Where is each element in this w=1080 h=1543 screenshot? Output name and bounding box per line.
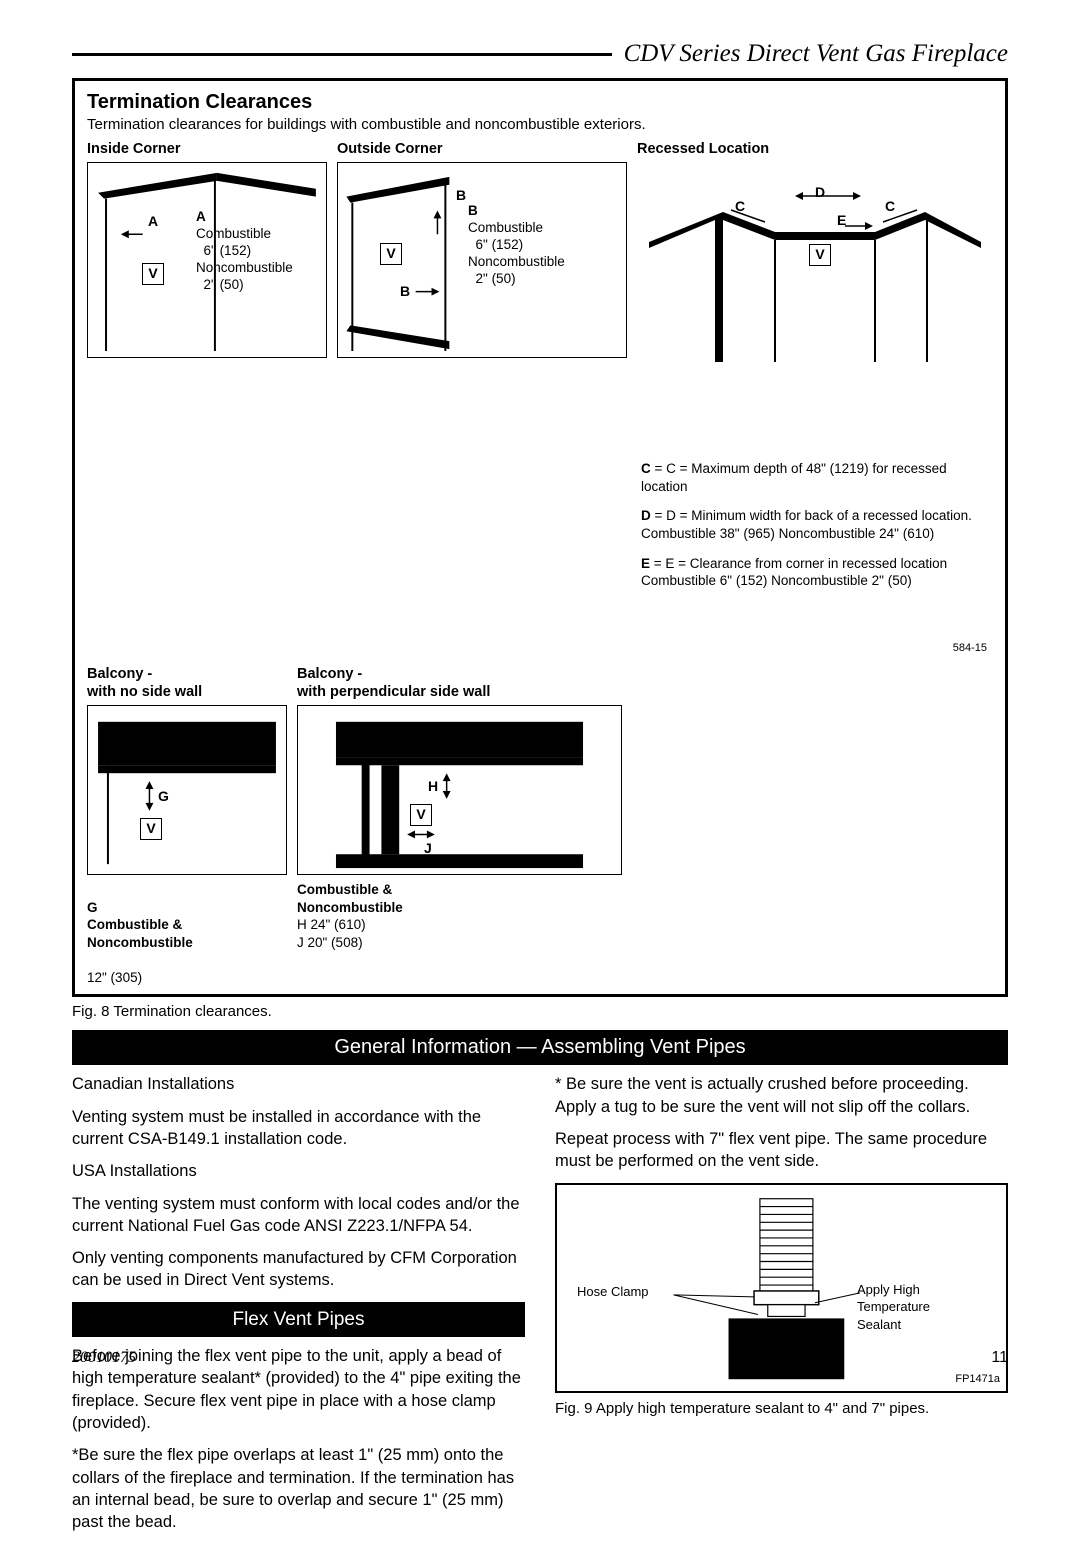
dim-H: H <box>428 778 438 794</box>
balcony-a-svg <box>88 706 286 874</box>
inside-dims: A Combustible 6" (152) Noncombustible 2"… <box>196 209 293 293</box>
v-box: V <box>140 818 162 840</box>
figure-title: Termination Clearances <box>87 91 993 114</box>
balcony-b-cell: Balcony - with perpendicular side wall H… <box>297 666 622 986</box>
inside-corner-label: Inside Corner <box>87 141 327 158</box>
outside-corner-diagram: B B V B Combustible 6" (152) Noncombusti… <box>337 162 627 358</box>
figure-9-id: FP1471a <box>955 1372 1000 1387</box>
v-box: V <box>809 244 831 266</box>
recessed-label: Recessed Location <box>637 141 993 158</box>
components-text: Only venting components manufactured by … <box>72 1247 525 1292</box>
crush-note: * Be sure the vent is actually crushed b… <box>555 1073 1008 1118</box>
body-columns: Canadian Installations Venting system mu… <box>72 1073 1008 1543</box>
diagram-id: 584-15 <box>953 642 987 654</box>
canadian-text: Venting system must be installed in acco… <box>72 1106 525 1151</box>
recessed-cell: Recessed Location <box>637 141 993 658</box>
v-box: V <box>142 263 164 285</box>
figure-subtitle: Termination clearances for buildings wit… <box>87 116 993 133</box>
usa-heading: USA Installations <box>72 1160 525 1182</box>
dim-J: J <box>424 840 432 856</box>
spacer-cell <box>632 666 993 986</box>
usa-text: The venting system must conform with loc… <box>72 1193 525 1238</box>
balcony-a-diagram: G V <box>87 705 287 875</box>
v-box: V <box>410 804 432 826</box>
balcony-a-label: Balcony - with no side wall <box>87 666 287 701</box>
dim-G: G <box>158 788 169 804</box>
v-box: V <box>380 243 402 265</box>
dim-A: A <box>148 213 158 229</box>
right-column: * Be sure the vent is actually crushed b… <box>555 1073 1008 1543</box>
figure-row-1: Inside Corner A V A Combustible 6" (152) <box>87 141 993 658</box>
balcony-a-legend: G Combustible & Noncombustible 12" (305) <box>87 881 287 986</box>
outside-corner-cell: Outside Corner B B V B Combustible <box>337 141 627 658</box>
outside-dims: B Combustible 6" (152) Noncombustible 2"… <box>468 203 565 287</box>
page-footer: 20010175 11 <box>72 1349 1008 1367</box>
termination-clearances-figure: Termination Clearances Termination clear… <box>72 78 1008 997</box>
dim-C-r: C <box>885 198 895 214</box>
dim-B-side: B <box>400 283 410 299</box>
recessed-diagram: D C C E V C = C = Maximum depth of 48" (… <box>637 162 993 658</box>
left-column: Canadian Installations Venting system mu… <box>72 1073 525 1543</box>
sealant-label: Apply High Temperature Sealant <box>857 1281 977 1334</box>
document-title: CDV Series Direct Vent Gas Fireplace <box>612 40 1008 68</box>
header-rule <box>72 53 612 56</box>
dim-E: E <box>837 212 846 228</box>
figure-8-caption: Fig. 8 Termination clearances. <box>72 1003 1008 1020</box>
hose-clamp-label: Hose Clamp <box>577 1283 649 1301</box>
inside-corner-cell: Inside Corner A V A Combustible 6" (152) <box>87 141 327 658</box>
page-number: 11 <box>991 1349 1008 1367</box>
inside-corner-diagram: A V A Combustible 6" (152) Noncombustibl… <box>87 162 327 358</box>
balcony-b-label: Balcony - with perpendicular side wall <box>297 666 622 701</box>
balcony-b-diagram: H J V <box>297 705 622 875</box>
dim-B-top: B <box>456 187 466 203</box>
flex-p2: *Be sure the flex pipe overlaps at least… <box>72 1444 525 1533</box>
outside-corner-label: Outside Corner <box>337 141 627 158</box>
section-bar-flex: Flex Vent Pipes <box>72 1302 525 1338</box>
part-number: 20010175 <box>72 1349 136 1367</box>
balcony-b-legend: Combustible & Noncombustible H 24" (610)… <box>297 881 622 951</box>
dim-C-l: C <box>735 198 745 214</box>
repeat-note: Repeat process with 7" flex vent pipe. T… <box>555 1128 1008 1173</box>
recessed-legend: C = C = Maximum depth of 48" (1219) for … <box>641 460 989 589</box>
section-bar-general: General Information — Assembling Vent Pi… <box>72 1030 1008 1065</box>
dim-D: D <box>815 184 825 200</box>
page-header: CDV Series Direct Vent Gas Fireplace <box>72 40 1008 68</box>
balcony-a-cell: Balcony - with no side wall G V G Combus… <box>87 666 287 986</box>
figure-9-caption: Fig. 9 Apply high temperature sealant to… <box>555 1399 1008 1419</box>
balcony-b-svg <box>298 706 621 874</box>
canadian-heading: Canadian Installations <box>72 1073 525 1095</box>
figure-row-2: Balcony - with no side wall G V G Combus… <box>87 666 993 986</box>
